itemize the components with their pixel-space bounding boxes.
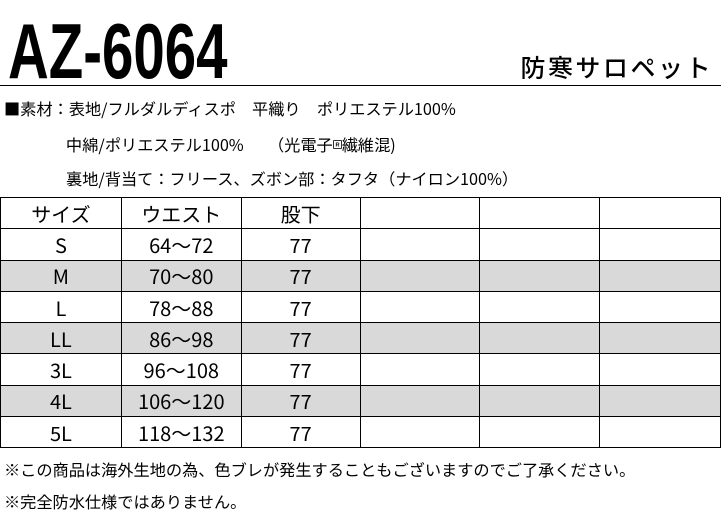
svg-text:R: R (335, 143, 339, 149)
